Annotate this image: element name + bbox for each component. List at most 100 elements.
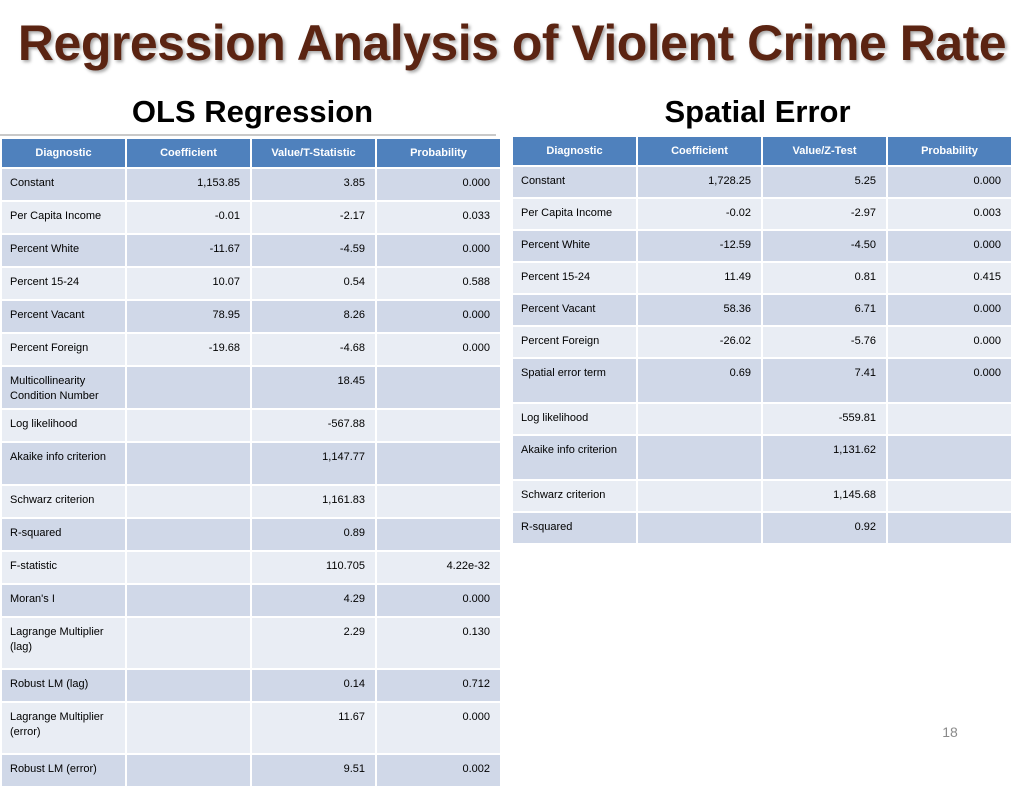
diagnostic-cell: Schwarz criterion	[513, 481, 636, 511]
diagnostic-cell: Constant	[513, 167, 636, 197]
value-cell	[888, 404, 1011, 434]
table-row: Log likelihood -567.88	[2, 410, 500, 441]
value-cell	[127, 703, 250, 753]
value-cell: 0.14	[252, 670, 375, 701]
value-cell: -0.02	[638, 199, 761, 229]
value-cell: 0.000	[888, 231, 1011, 261]
value-cell: 0.130	[377, 618, 500, 668]
diagnostic-cell: Per Capita Income	[513, 199, 636, 229]
value-cell: -4.68	[252, 334, 375, 365]
value-cell	[888, 513, 1011, 543]
value-cell	[127, 618, 250, 668]
column-header: Probability	[377, 139, 500, 167]
table-row: F-statistic 110.705 4.22e-32	[2, 552, 500, 583]
value-cell: 10.07	[127, 268, 250, 299]
value-cell: 1,161.83	[252, 486, 375, 517]
table-row: Percent Foreign -19.68 -4.68 0.000	[2, 334, 500, 365]
table-row: R-squared 0.89	[2, 519, 500, 550]
value-cell: 0.000	[888, 327, 1011, 357]
column-header: Coefficient	[127, 139, 250, 167]
value-cell: 0.000	[377, 301, 500, 332]
value-cell	[377, 410, 500, 441]
value-cell	[638, 481, 761, 511]
table-row: Constant 1,153.85 3.85 0.000	[2, 169, 500, 200]
table-row: Akaike info criterion 1,131.62	[513, 436, 1011, 479]
value-cell: 2.29	[252, 618, 375, 668]
value-cell: 7.41	[763, 359, 886, 402]
table-row: Lagrange Multiplier (lag) 2.29 0.130	[2, 618, 500, 668]
value-cell	[638, 436, 761, 479]
column-header: Value/T-Statistic	[252, 139, 375, 167]
value-cell: 0.92	[763, 513, 886, 543]
table-row: Percent 15-24 10.07 0.54 0.588	[2, 268, 500, 299]
diagnostic-cell: F-statistic	[2, 552, 125, 583]
value-cell: -4.50	[763, 231, 886, 261]
value-cell: 78.95	[127, 301, 250, 332]
value-cell	[377, 443, 500, 484]
table-row: Percent White -12.59 -4.50 0.000	[513, 231, 1011, 261]
value-cell: 0.000	[888, 295, 1011, 325]
spatial-error-table: Diagnostic Coefficient Value/Z-Test Prob…	[511, 135, 1013, 545]
value-cell	[127, 486, 250, 517]
diagnostic-cell: Percent Vacant	[513, 295, 636, 325]
table-row: Per Capita Income -0.01 -2.17 0.033	[2, 202, 500, 233]
value-cell	[127, 443, 250, 484]
value-cell: 0.002	[377, 755, 500, 786]
ols-table-top-rule	[0, 134, 496, 136]
slide-number: 18	[942, 724, 958, 740]
diagnostic-cell: Percent Foreign	[513, 327, 636, 357]
column-header: Diagnostic	[513, 137, 636, 165]
value-cell: 0.000	[377, 585, 500, 616]
table-row: Multicollinearity Condition Number 18.45	[2, 367, 500, 408]
ols-regression-table: Diagnostic Coefficient Value/T-Statistic…	[0, 137, 502, 788]
ols-heading: OLS Regression	[131, 94, 374, 129]
value-cell: 1,131.62	[763, 436, 886, 479]
table-header-row: Diagnostic Coefficient Value/T-Statistic…	[2, 139, 500, 167]
value-cell: -2.97	[763, 199, 886, 229]
value-cell	[127, 552, 250, 583]
value-cell: -26.02	[638, 327, 761, 357]
diagnostic-cell: Spatial error term	[513, 359, 636, 402]
table-row: Spatial error term 0.69 7.41 0.000	[513, 359, 1011, 402]
value-cell: 110.705	[252, 552, 375, 583]
table-row: Lagrange Multiplier (error) 11.67 0.000	[2, 703, 500, 753]
value-cell: 18.45	[252, 367, 375, 408]
value-cell	[127, 410, 250, 441]
value-cell: 9.51	[252, 755, 375, 786]
value-cell: 1,145.68	[763, 481, 886, 511]
diagnostic-cell: Constant	[2, 169, 125, 200]
diagnostic-cell: Akaike info criterion	[513, 436, 636, 479]
table-row: Akaike info criterion 1,147.77	[2, 443, 500, 484]
value-cell: -559.81	[763, 404, 886, 434]
value-cell	[377, 486, 500, 517]
diagnostic-cell: Per Capita Income	[2, 202, 125, 233]
value-cell: -12.59	[638, 231, 761, 261]
table-header-row: Diagnostic Coefficient Value/Z-Test Prob…	[513, 137, 1011, 165]
value-cell: -0.01	[127, 202, 250, 233]
value-cell: 0.000	[888, 167, 1011, 197]
value-cell: -2.17	[252, 202, 375, 233]
value-cell	[377, 519, 500, 550]
value-cell: 1,147.77	[252, 443, 375, 484]
value-cell: -5.76	[763, 327, 886, 357]
value-cell	[127, 755, 250, 786]
value-cell: 1,153.85	[127, 169, 250, 200]
value-cell: 0.000	[377, 169, 500, 200]
diagnostic-cell: Percent 15-24	[2, 268, 125, 299]
table-row: Percent Vacant 78.95 8.26 0.000	[2, 301, 500, 332]
diagnostic-cell: Lagrange Multiplier (error)	[2, 703, 125, 753]
value-cell: 8.26	[252, 301, 375, 332]
column-header: Diagnostic	[2, 139, 125, 167]
column-header: Coefficient	[638, 137, 761, 165]
table-row: Percent 15-24 11.49 0.81 0.415	[513, 263, 1011, 293]
value-cell: 0.000	[888, 359, 1011, 402]
value-cell: 0.89	[252, 519, 375, 550]
diagnostic-cell: Percent White	[2, 235, 125, 266]
value-cell: 1,728.25	[638, 167, 761, 197]
table-row: Per Capita Income -0.02 -2.97 0.003	[513, 199, 1011, 229]
value-cell	[127, 367, 250, 408]
table-row: Percent Vacant 58.36 6.71 0.000	[513, 295, 1011, 325]
spatial-error-heading: Spatial Error	[664, 94, 851, 129]
value-cell	[127, 519, 250, 550]
value-cell: 0.415	[888, 263, 1011, 293]
